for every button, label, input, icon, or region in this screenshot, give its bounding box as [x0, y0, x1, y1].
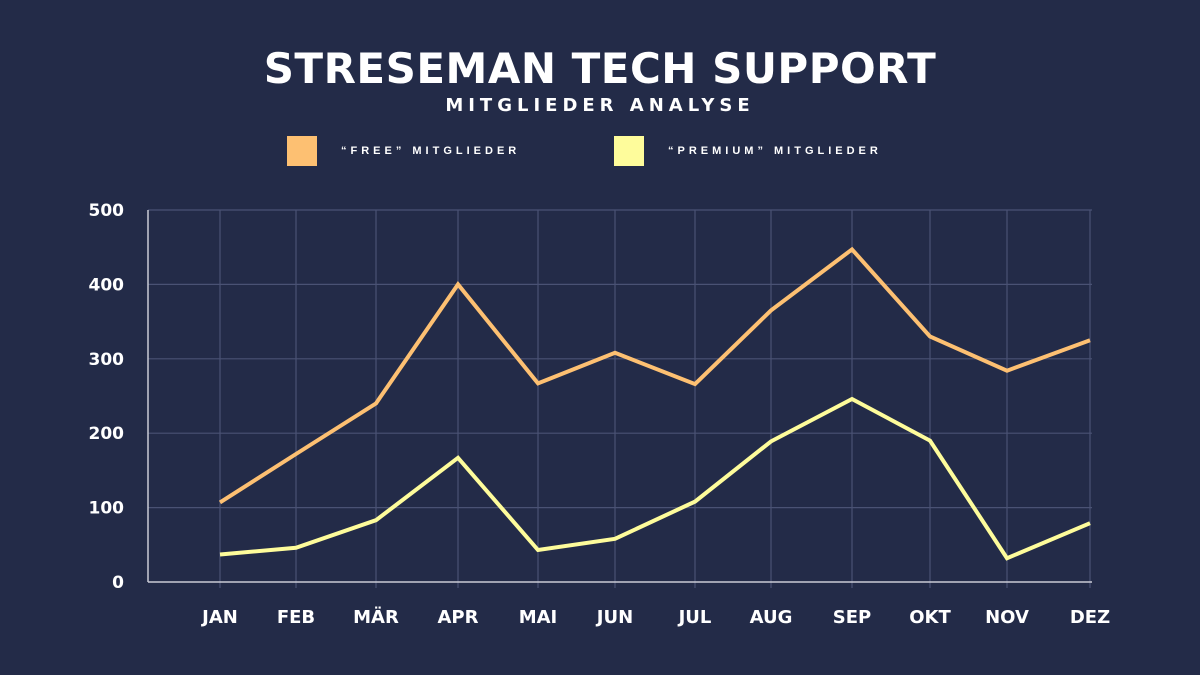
x-tick-label: SEP: [833, 607, 871, 628]
x-tick-label: MAI: [519, 607, 558, 628]
x-tick-label: DEZ: [1070, 607, 1110, 628]
x-tick-label: NOV: [985, 607, 1029, 628]
y-tick-label: 300: [89, 350, 125, 370]
legend-swatch-premium: [614, 136, 644, 166]
x-tick-label: OKT: [909, 607, 951, 628]
legend-swatch-free: [287, 136, 317, 166]
x-tick-label: MÄR: [353, 606, 399, 628]
legend-label-free: “FREE” MITGLIEDER: [341, 145, 521, 157]
y-tick-label: 0: [112, 573, 124, 593]
x-tick-label: JUL: [677, 607, 712, 628]
series-line-free: [218, 246, 1091, 505]
legend-item-premium: “PREMIUM” MITGLIEDER: [614, 136, 882, 166]
x-tick-label: APR: [438, 607, 479, 628]
y-tick-label: 200: [89, 424, 125, 444]
chart-subtitle: MITGLIEDER ANALYSE: [445, 95, 755, 116]
x-tick-label: JAN: [200, 607, 238, 628]
x-tick-label: FEB: [277, 607, 315, 628]
legend-label-premium: “PREMIUM” MITGLIEDER: [668, 145, 882, 157]
y-tick-label: 500: [89, 201, 125, 221]
x-tick-label: JUN: [595, 607, 633, 628]
series-line-premium: [219, 396, 1091, 561]
x-tick-label: AUG: [750, 607, 793, 628]
legend-item-free: “FREE” MITGLIEDER: [287, 136, 520, 166]
chart-title: STRESEMAN TECH SUPPORT: [263, 44, 937, 93]
y-tick-label: 400: [89, 275, 125, 295]
y-tick-label: 100: [89, 499, 125, 519]
